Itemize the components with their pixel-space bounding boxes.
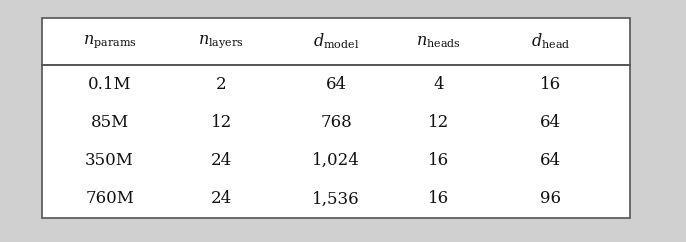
Text: 16: 16 (428, 190, 449, 207)
Text: 64: 64 (540, 152, 561, 169)
Text: 1,024: 1,024 (312, 152, 360, 169)
Text: $d_\mathrm{model}$: $d_\mathrm{model}$ (313, 32, 359, 51)
Text: 350M: 350M (85, 152, 134, 169)
Text: 12: 12 (211, 114, 232, 131)
Text: 760M: 760M (85, 190, 134, 207)
Text: 96: 96 (540, 190, 561, 207)
Text: 0.1M: 0.1M (88, 76, 132, 93)
Bar (42, 18, 630, 218)
Text: 2: 2 (216, 76, 226, 93)
Text: 1,536: 1,536 (312, 190, 360, 207)
Text: 16: 16 (540, 76, 561, 93)
Text: $n_\mathrm{heads}$: $n_\mathrm{heads}$ (416, 33, 462, 50)
Text: 12: 12 (428, 114, 449, 131)
Text: 85M: 85M (91, 114, 129, 131)
Text: 64: 64 (325, 76, 346, 93)
Text: $d_\mathrm{head}$: $d_\mathrm{head}$ (531, 32, 570, 51)
Text: $n_\mathrm{params}$: $n_\mathrm{params}$ (82, 33, 137, 50)
Text: 768: 768 (320, 114, 352, 131)
Text: 16: 16 (428, 152, 449, 169)
Text: $n_\mathrm{layers}$: $n_\mathrm{layers}$ (198, 33, 244, 50)
Text: 4: 4 (434, 76, 445, 93)
Text: 24: 24 (211, 152, 232, 169)
Text: 64: 64 (540, 114, 561, 131)
Text: 24: 24 (211, 190, 232, 207)
